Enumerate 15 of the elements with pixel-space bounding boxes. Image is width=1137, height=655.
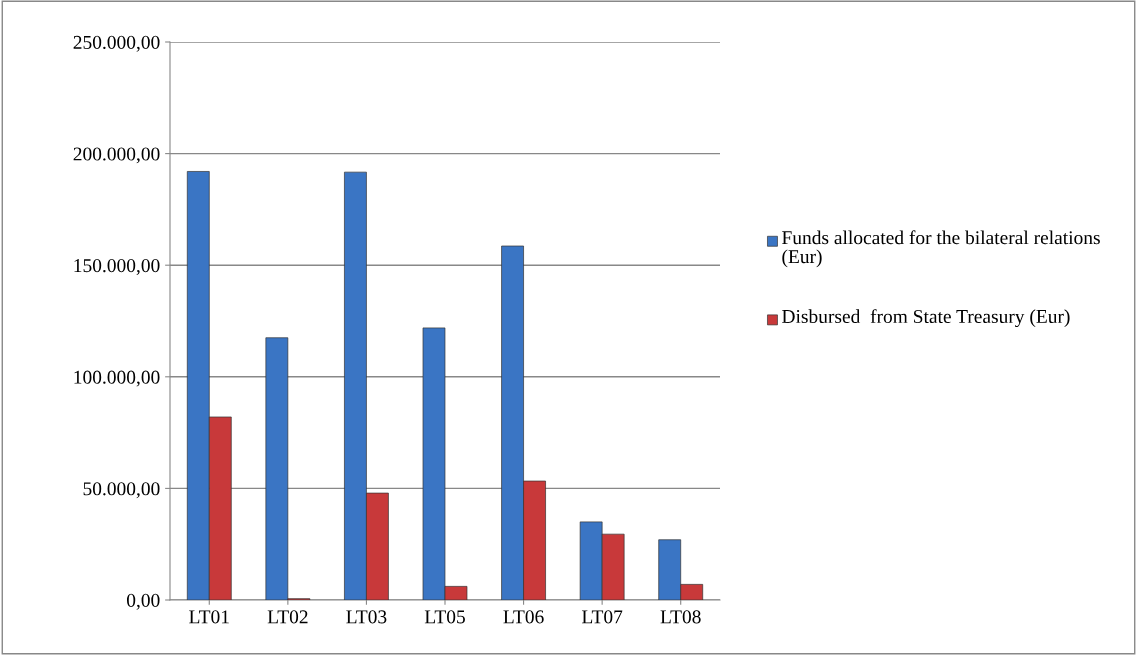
x-tick-label: LT07 [581,610,623,624]
legend-label: Disbursed from State Treasury (Eur) [782,309,1070,328]
legend-label: Funds allocated for the bilateral relations (Eur) [782,230,1100,268]
x-tick-label: LT06 [503,610,544,624]
y-tick-label: 250.000,00 [73,35,160,52]
x-tick-label: LT01 [189,610,229,624]
y-tick-label: 150.000,00 [74,259,160,275]
x-tick-label: LT02 [267,610,308,624]
x-tick-label: LT03 [346,610,387,624]
y-tick-label: 200.000,00 [73,147,160,164]
y-tick-label: 50.000,00 [83,482,160,499]
x-tick-label: LT05 [424,610,465,624]
y-tick-label: 0,00 [126,593,160,610]
y-tick-label: 100.000,00 [74,370,160,387]
x-tick-label: LT08 [660,610,701,624]
